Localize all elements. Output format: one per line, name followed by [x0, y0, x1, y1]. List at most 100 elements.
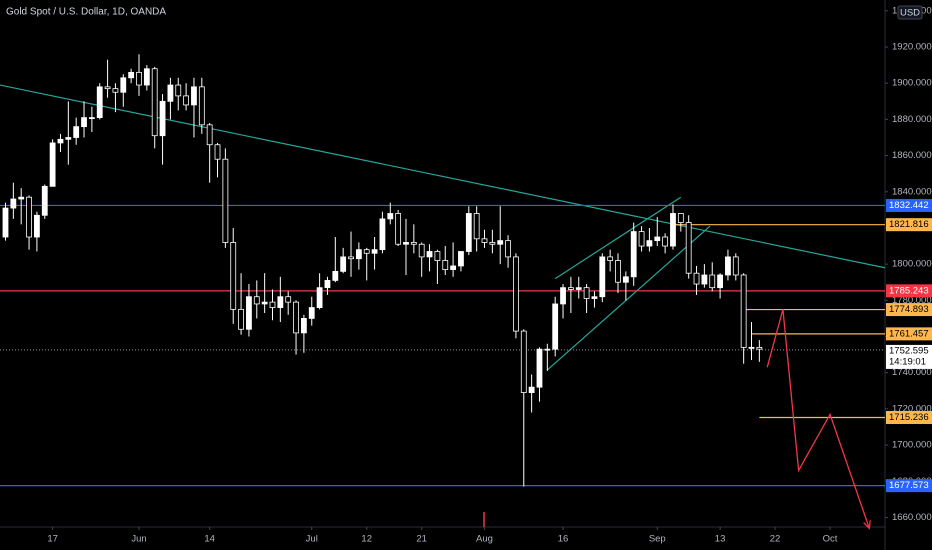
candle-body [10, 198, 17, 209]
price-label-box [886, 218, 932, 232]
candle-body [34, 214, 40, 238]
y-tick-label: 1660.000 [892, 512, 932, 523]
candle-body [717, 274, 723, 289]
price-label: 1821.816 [889, 219, 929, 230]
y-tick-label: 1800.000 [892, 259, 932, 270]
candle-body [57, 138, 64, 144]
candle-body [363, 249, 370, 254]
candle-body [340, 256, 347, 272]
candle-body [81, 117, 87, 128]
candle-body [513, 256, 519, 332]
candle-body [552, 303, 559, 350]
candle-body [371, 249, 378, 254]
candle-body [238, 308, 244, 330]
candle-body [175, 84, 182, 97]
last-price-box [886, 344, 932, 369]
price-label-box [886, 303, 932, 317]
x-tick-label: 22 [770, 534, 781, 545]
y-tick-label: 1700.000 [892, 440, 932, 451]
candle-body [560, 287, 566, 305]
last-price-label: 1752.595 [889, 345, 929, 356]
candle-body [253, 296, 260, 305]
price-label: 1761.457 [889, 328, 929, 339]
price-label: 1715.236 [889, 412, 929, 423]
trendline [0, 84, 886, 269]
candle-body [88, 117, 95, 119]
candle-body [128, 71, 135, 79]
x-tick-label: Jun [131, 534, 146, 545]
candle-body [670, 213, 676, 247]
candle-body [214, 144, 221, 160]
trendline [554, 196, 682, 280]
candle-body [575, 287, 582, 290]
y-tick-label: 1880.000 [892, 114, 932, 125]
candle-body [473, 213, 480, 240]
candle-body [395, 213, 402, 245]
candle-body [324, 280, 331, 289]
candle-body [536, 348, 543, 388]
candle-body [300, 318, 307, 334]
candle-body [442, 260, 449, 270]
candle-body [544, 348, 551, 351]
candle-body [167, 84, 174, 102]
candle-body [387, 213, 394, 220]
price-label: 1832.442 [889, 200, 929, 211]
candle-body [261, 301, 268, 305]
candle-body [693, 272, 700, 285]
projection-path [766, 309, 870, 529]
candle-body [18, 196, 25, 200]
x-tick-label: 13 [715, 534, 726, 545]
candle-body [685, 222, 692, 274]
candle-body [104, 86, 111, 90]
candle-body [756, 346, 763, 350]
x-tick-label: Aug [476, 534, 493, 545]
x-tick-label: Jul [306, 534, 318, 545]
candle-body [607, 256, 614, 261]
currency-badge[interactable] [897, 5, 923, 20]
candle-body [348, 256, 354, 260]
plot [0, 54, 886, 530]
candle-body [709, 274, 716, 289]
candle-body [481, 238, 488, 243]
candle-body [654, 236, 661, 242]
y-tick-label: 1780.000 [892, 295, 932, 306]
candle-body [183, 95, 190, 106]
candle-body [599, 256, 606, 298]
candle-body [332, 270, 339, 281]
candle-body [528, 386, 535, 393]
price-label-box [886, 284, 932, 298]
x-tick-label: 16 [558, 534, 569, 545]
price-label-box [886, 327, 932, 341]
candle-body [355, 249, 362, 260]
candle-body [615, 260, 621, 283]
candle-body [662, 236, 669, 247]
price-axis: 1660.0001680.0001700.0001720.0001740.000… [885, 5, 932, 523]
price-label-box [886, 479, 932, 493]
candle-body [73, 126, 80, 138]
candle-body [418, 243, 425, 258]
candle-body [191, 86, 197, 106]
candle-body [732, 256, 739, 276]
candle-body [41, 185, 48, 216]
chart-title: Gold Spot / U.S. Dollar, 1D, OANDA [6, 7, 166, 18]
candle-body [410, 242, 417, 245]
price-label: 1677.573 [889, 480, 929, 491]
candle-body [49, 142, 56, 187]
y-tick-label: 1840.000 [892, 186, 932, 197]
x-tick-label: 12 [361, 534, 372, 545]
candle-body [222, 158, 229, 243]
candle-body [497, 240, 504, 245]
price-label-box [886, 411, 932, 425]
y-tick-label: 1920.000 [892, 42, 932, 53]
candle-body [379, 218, 386, 251]
candle-body [198, 86, 205, 126]
candle-body [520, 330, 527, 393]
candle-body [638, 231, 645, 247]
trendline [546, 225, 711, 371]
arrow-head [863, 520, 871, 530]
candle-body [206, 124, 213, 146]
y-tick-label: 1720.000 [892, 403, 932, 414]
candle-body [591, 296, 598, 299]
x-tick-label: 21 [416, 534, 427, 545]
price-label: 1785.243 [889, 285, 929, 296]
